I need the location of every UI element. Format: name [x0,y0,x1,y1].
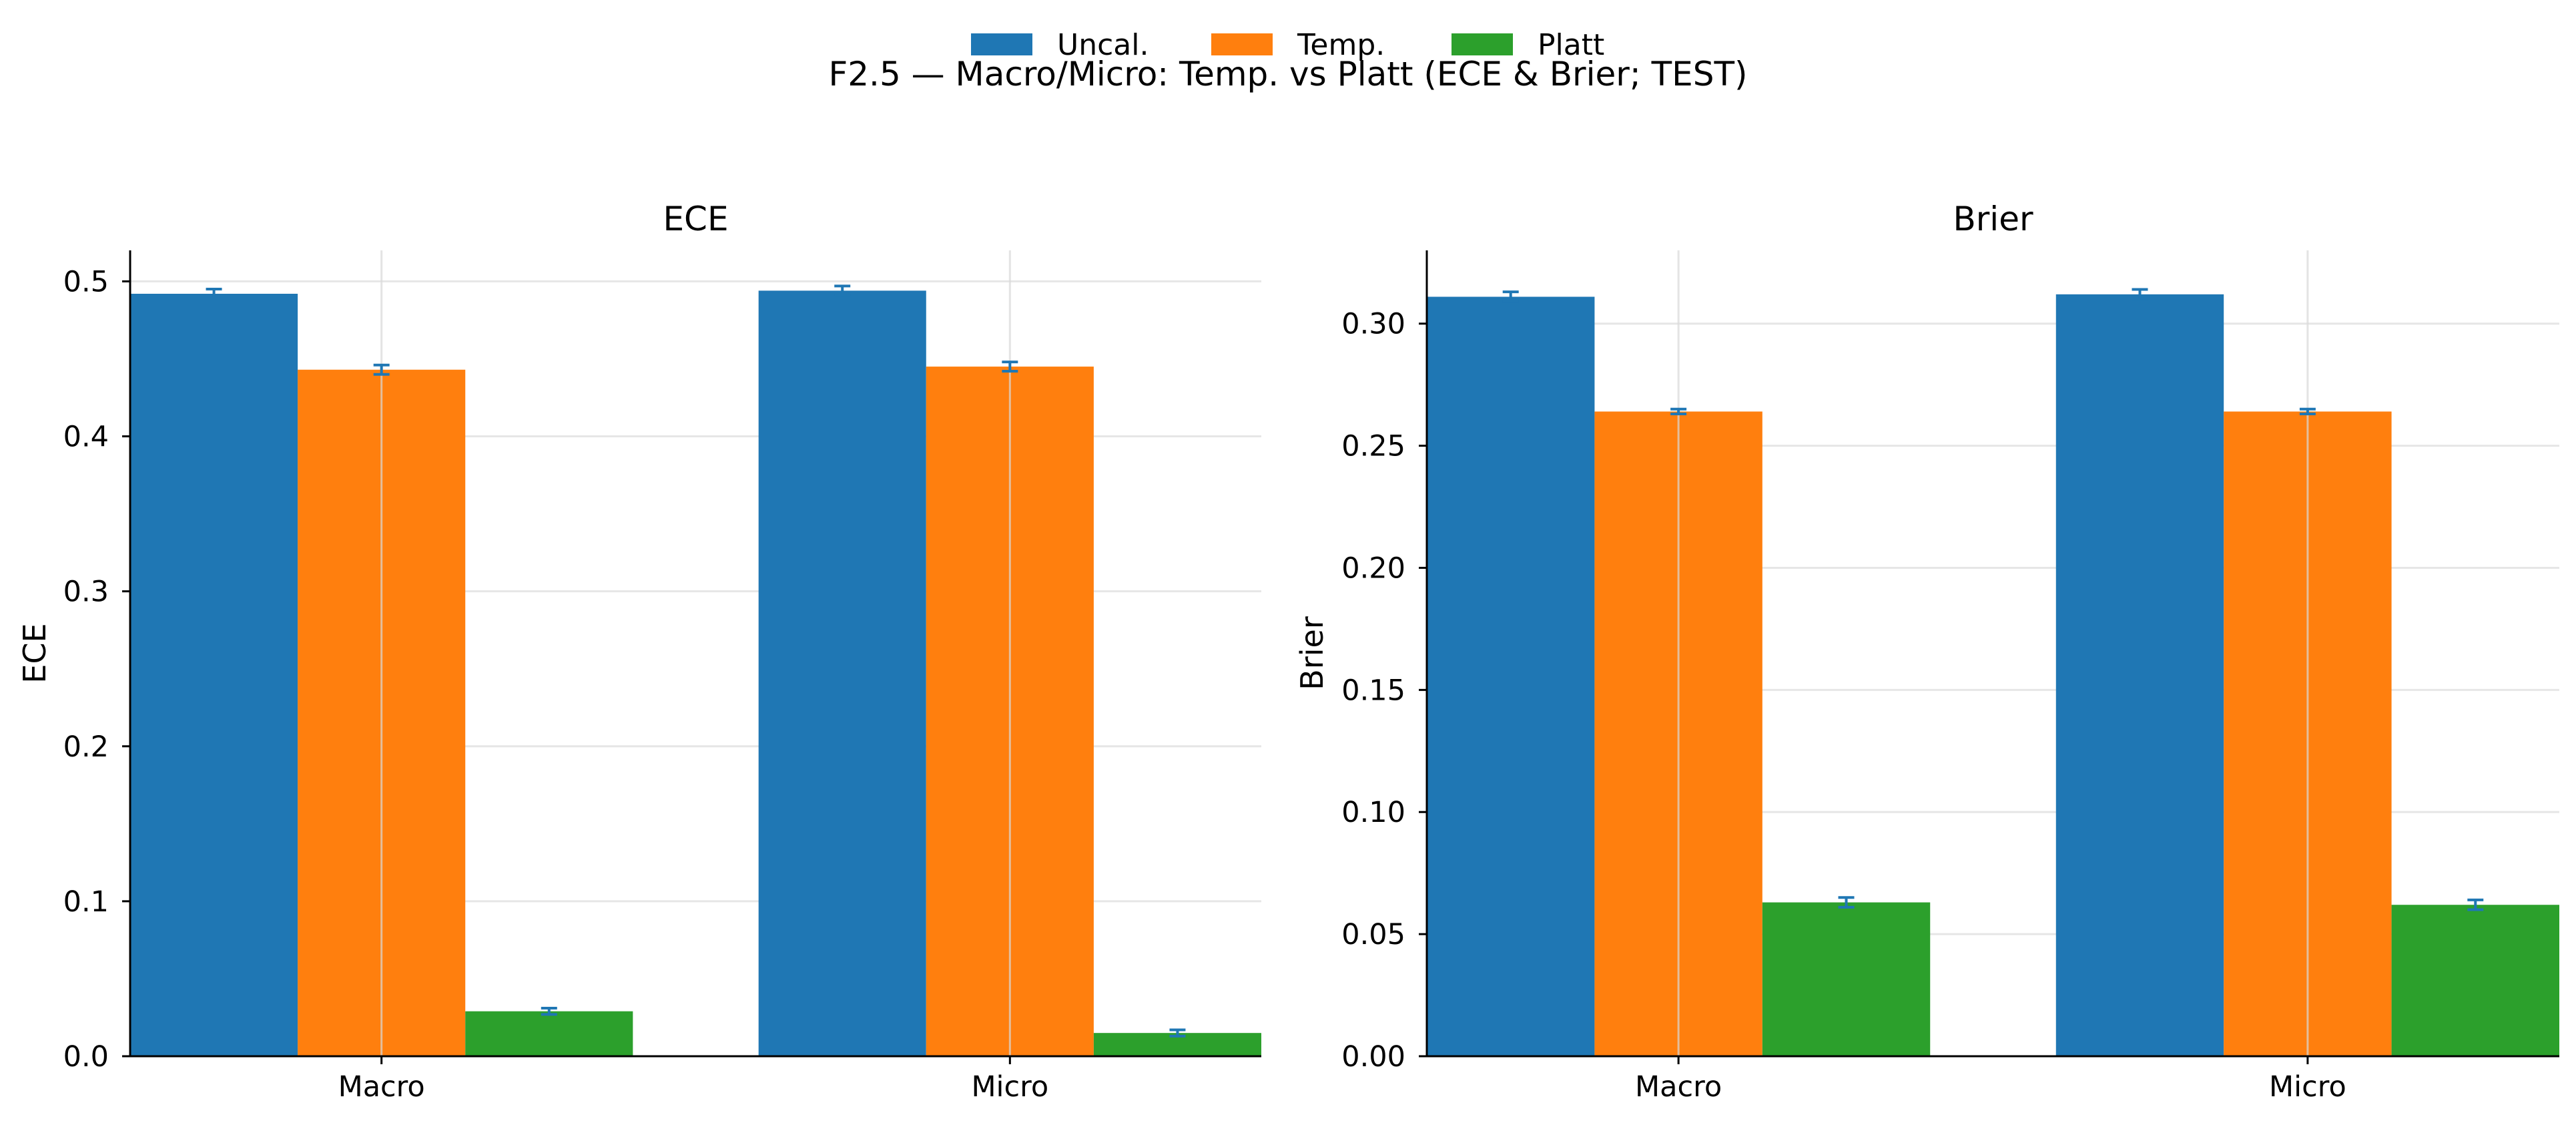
x-tick-label-micro: Micro [971,1070,1048,1104]
error-bar [541,1007,557,1016]
error-bar [1502,290,1519,303]
bar-macro-1 [130,293,298,1056]
error-bar [1838,896,1855,909]
legend-label-2: Temp. [1297,28,1385,62]
y-tick-label: 0.0 [63,1040,109,1074]
bar-micro-3 [2391,905,2559,1056]
bar-macro-3 [1762,902,1931,1056]
y-tick-label: 0.1 [63,885,109,919]
y-tick-label: 0.15 [1341,674,1405,707]
error-bar [834,284,851,297]
legend-label-1: Uncal. [1057,28,1149,62]
x-tick-label-macro: Macro [338,1070,425,1104]
y-axis-label: ECE [17,623,53,683]
legend: Uncal. Temp. Platt [971,28,1604,62]
bar-macro-3 [465,1011,633,1056]
legend-swatch-1 [971,33,1032,55]
legend-swatch-3 [1452,33,1513,55]
error-bar [2299,407,2316,416]
error-bar [1169,1028,1186,1038]
y-tick-label: 0.25 [1341,430,1405,463]
legend-label-3: Platt [1538,28,1604,62]
bar-macro-1 [1427,296,1595,1057]
error-bar [1670,407,1687,416]
y-tick-label: 0.2 [63,730,109,764]
y-tick-label: 0.5 [63,265,109,298]
panel-title: ECE [663,200,728,238]
y-axis-label: Brier [1294,616,1330,690]
figure-title: F2.5 — Macro/Micro: Temp. vs Platt (ECE … [828,55,1747,93]
bar-micro-1 [758,290,926,1057]
panel-title: Brier [1953,200,2033,238]
x-tick-label-micro: Micro [2269,1070,2346,1104]
y-tick-label: 0.3 [63,576,109,609]
error-bar [2132,288,2148,301]
x-tick-label-macro: Macro [1635,1070,1722,1104]
panel-2: 0.00 0.05 0.10 0.15 0.20 0.25 0.30 Macro Micro Br… [1294,200,2559,1104]
y-tick-label: 0.00 [1341,1040,1405,1074]
y-tick-label: 0.4 [63,421,109,454]
y-tick-label: 0.05 [1341,918,1405,951]
y-tick-label: 0.30 [1341,308,1405,341]
error-bar [1002,361,1018,373]
y-tick-label: 0.10 [1341,796,1405,829]
error-bar [373,363,390,376]
bar-micro-1 [2055,294,2224,1056]
legend-swatch-2 [1211,33,1273,55]
error-bar [2467,898,2484,911]
y-tick-label: 0.20 [1341,551,1405,585]
error-bar [206,288,222,300]
panel-1: 0.0 0.1 0.2 0.3 0.4 0.5 Macro Micro ECE ECE [17,200,1261,1104]
